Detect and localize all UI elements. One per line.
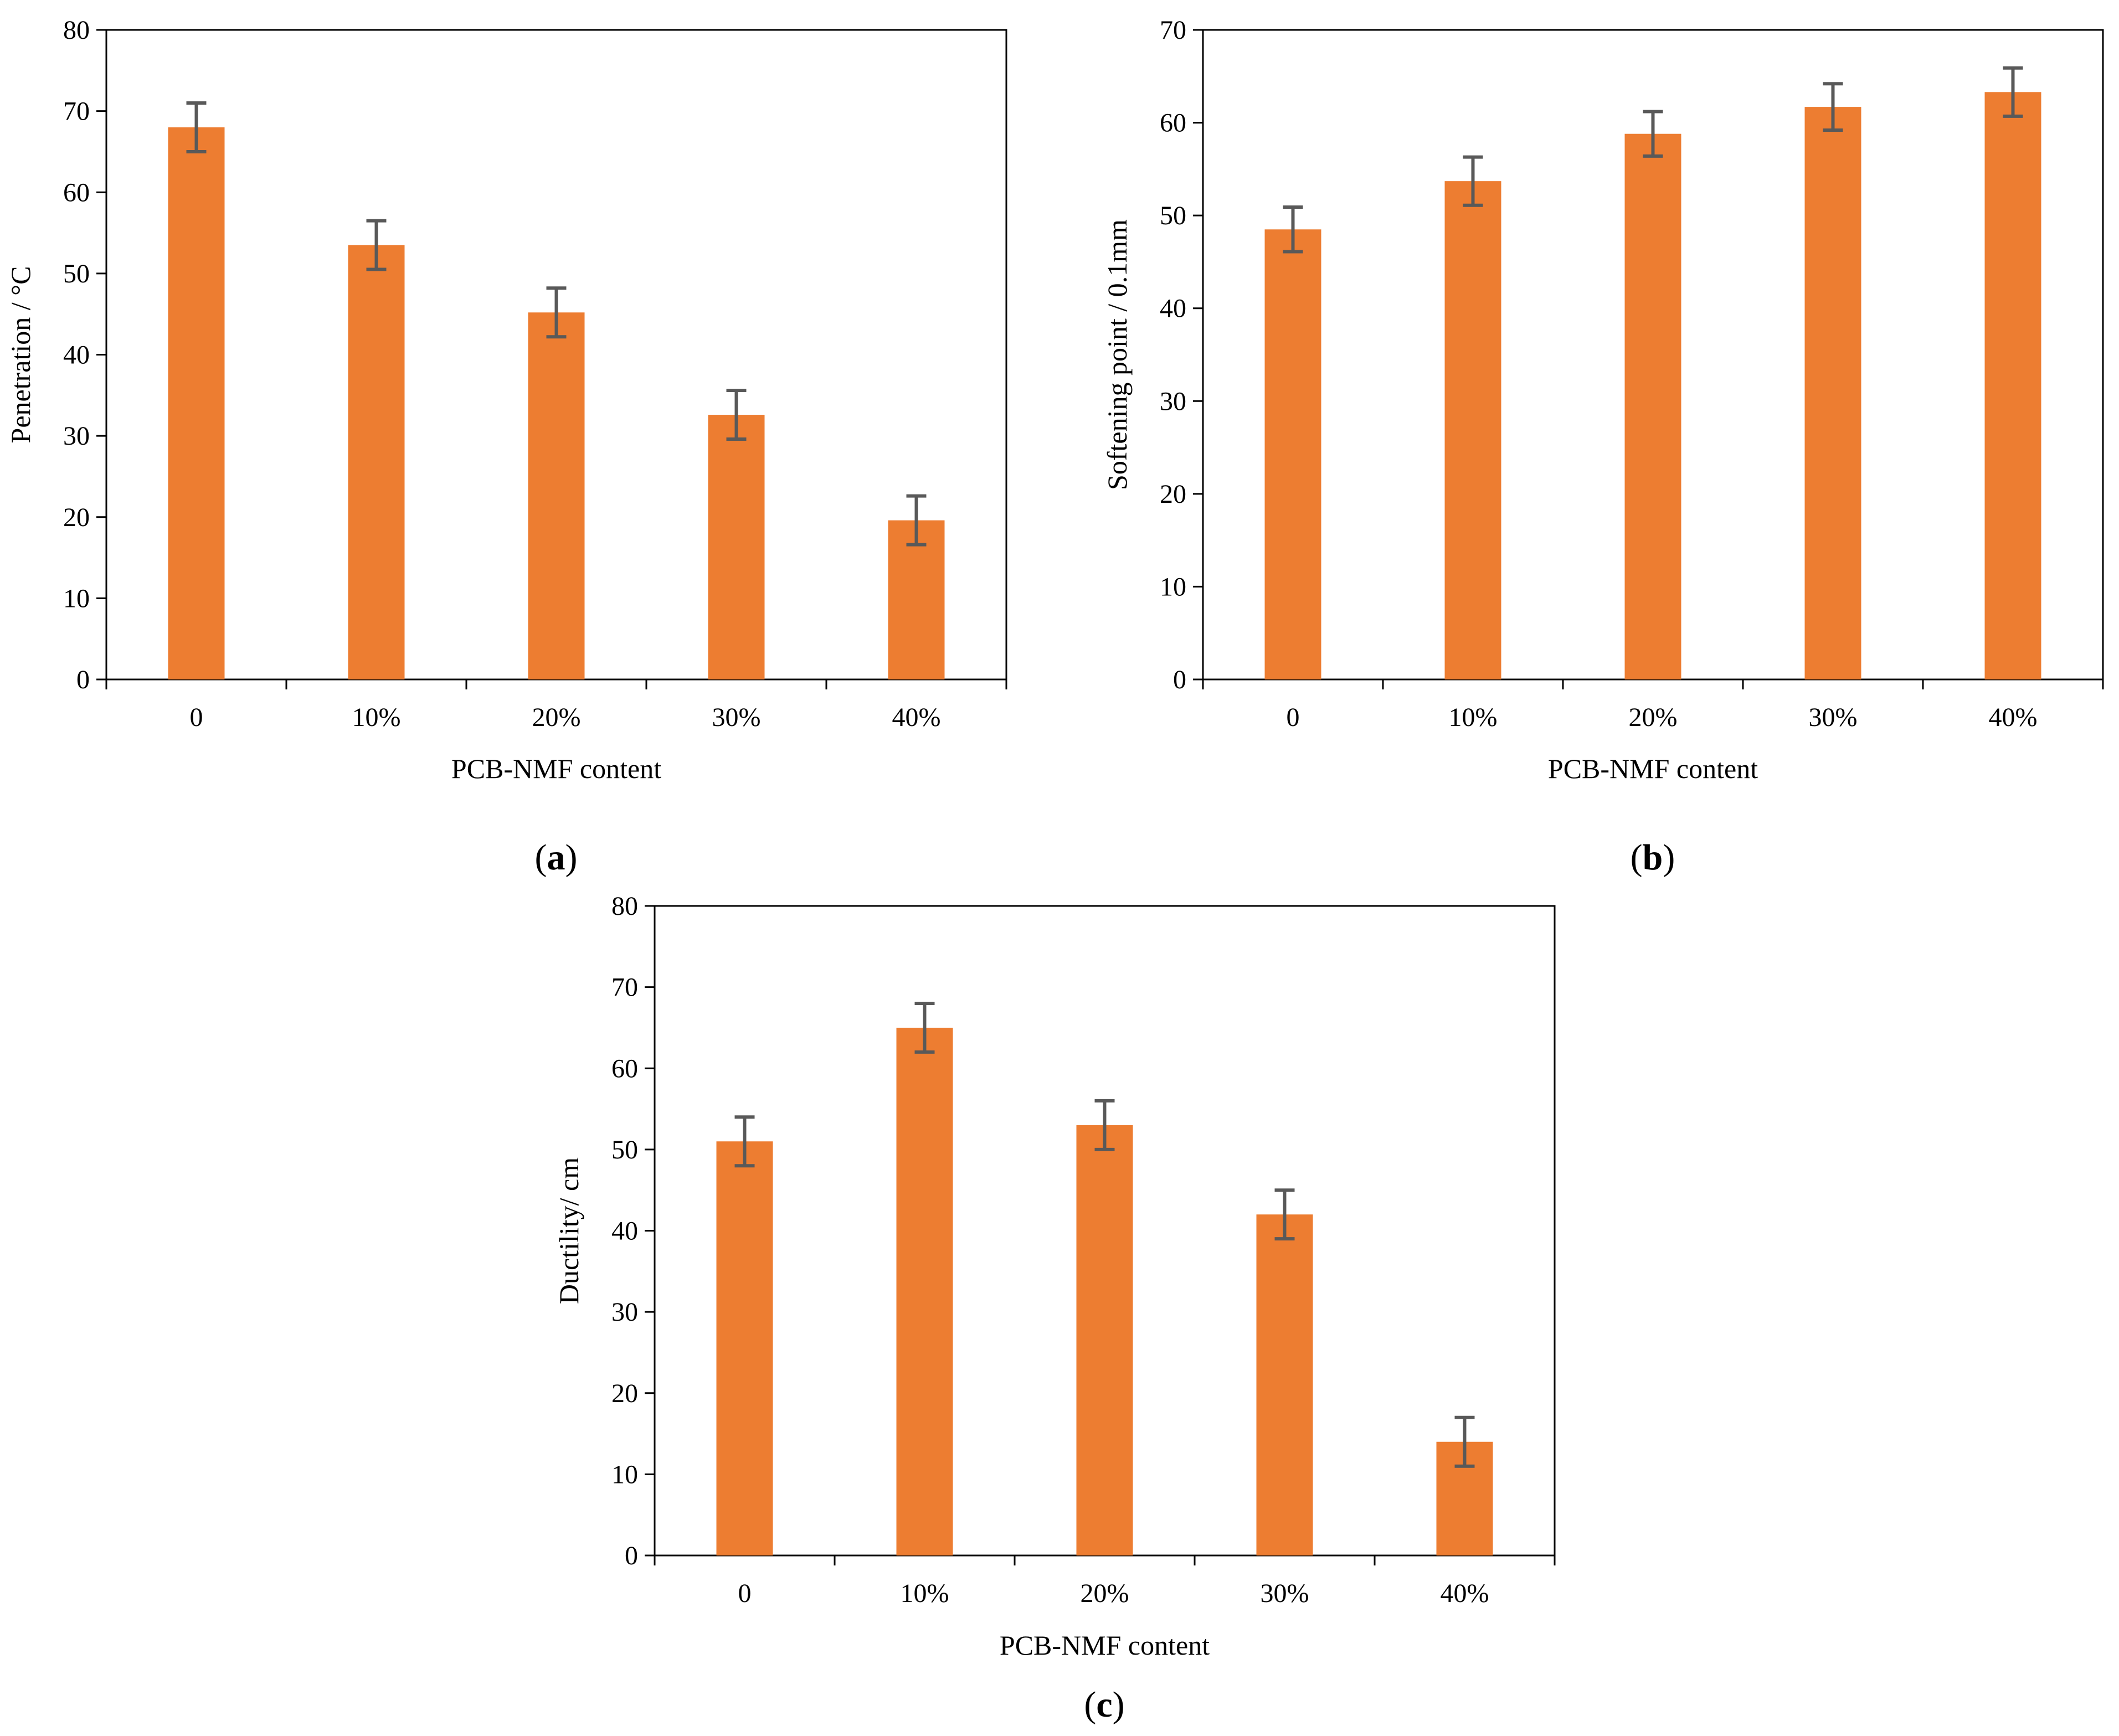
x-axis-title: PCB-NMF content (1000, 1630, 1210, 1661)
y-tick-label: 0 (76, 665, 90, 694)
bar (528, 312, 585, 679)
x-tick-label: 10% (901, 1579, 949, 1608)
y-tick-label: 40 (63, 341, 90, 370)
y-tick-label: 0 (1173, 665, 1186, 694)
bar (888, 520, 945, 679)
x-tick-label: 0 (738, 1579, 752, 1608)
panel-label-close: ) (1663, 837, 1675, 878)
y-tick-label: 30 (63, 421, 90, 451)
y-tick-label: 0 (625, 1541, 638, 1570)
panel-label-letter: a (547, 837, 565, 878)
x-tick-label: 40% (1441, 1579, 1489, 1608)
y-tick-label: 60 (1160, 109, 1186, 138)
panel-label: (c) (1084, 1685, 1124, 1725)
y-tick-label: 20 (1160, 480, 1186, 509)
y-tick-label: 80 (63, 16, 90, 45)
bar (716, 1141, 773, 1555)
y-tick-label: 10 (63, 584, 90, 613)
bar (1264, 229, 1321, 679)
panel-label: (b) (1631, 837, 1675, 878)
x-tick-label: 10% (1449, 703, 1498, 732)
x-tick-label: 0 (1287, 703, 1300, 732)
panel-c: 0 10 20 30 40 50 60 70 80 0 10% 20% 30% 40% PCB-NMF co… (553, 892, 1556, 1725)
panel-label-open: ( (1084, 1685, 1096, 1725)
x-axis-title: PCB-NMF content (451, 753, 661, 784)
y-tick-label: 50 (1160, 201, 1186, 230)
bar (1256, 1214, 1313, 1555)
y-tick-label: 60 (63, 178, 90, 207)
bar (896, 1027, 953, 1555)
x-axis-title: PCB-NMF content (1548, 753, 1758, 784)
bar (708, 415, 765, 679)
x-tick-label: 30% (712, 703, 761, 732)
x-tick-label: 20% (532, 703, 581, 732)
x-tick-label: 10% (352, 703, 401, 732)
bar (348, 245, 405, 679)
y-tick-label: 30 (611, 1297, 638, 1327)
y-tick-label: 40 (1160, 294, 1186, 323)
y-axis-title: Ductility/ cm (553, 1157, 584, 1304)
y-tick-label: 30 (1160, 387, 1186, 416)
y-tick-label: 40 (611, 1217, 638, 1246)
bar (168, 127, 225, 679)
panel-b: 0 10 20 30 40 50 60 70 0 10% 20% 30% 40% PCB-NMF cont… (1102, 16, 2104, 878)
x-tick-label: 0 (190, 703, 203, 732)
panel-label-letter: b (1643, 837, 1663, 878)
y-tick-label: 70 (611, 973, 638, 1002)
y-tick-label: 20 (63, 503, 90, 532)
panel-a: 0 10 20 30 40 50 60 70 80 0 10% 20% 30% 40% PCB-NMF co… (5, 16, 1007, 878)
panel-label-close: ) (565, 837, 578, 878)
y-tick-label: 80 (611, 892, 638, 921)
bar (1804, 107, 1861, 680)
y-tick-label: 70 (63, 97, 90, 126)
x-tick-label: 40% (1989, 703, 2038, 732)
panel-label-letter: c (1096, 1685, 1112, 1725)
x-tick-label: 20% (1081, 1579, 1129, 1608)
y-tick-label: 50 (611, 1135, 638, 1165)
y-tick-label: 10 (611, 1460, 638, 1489)
panel-label-close: ) (1113, 1685, 1125, 1725)
bar (1076, 1125, 1133, 1555)
y-tick-label: 50 (63, 259, 90, 289)
y-axis-title: Softening point / 0.1mm (1102, 219, 1133, 490)
bar (1444, 181, 1501, 679)
y-tick-label: 10 (1160, 572, 1186, 601)
x-tick-label: 30% (1261, 1579, 1309, 1608)
y-tick-label: 70 (1160, 16, 1186, 45)
panel-label: (a) (535, 837, 578, 878)
bar (1984, 92, 2041, 680)
y-axis-title: Penetration / °C (5, 266, 36, 444)
y-tick-label: 20 (611, 1379, 638, 1408)
bar (1624, 133, 1681, 679)
x-tick-label: 20% (1629, 703, 1678, 732)
panel-label-open: ( (1631, 837, 1643, 878)
x-tick-label: 30% (1809, 703, 1858, 732)
panel-label-open: ( (535, 837, 547, 878)
y-tick-label: 60 (611, 1054, 638, 1083)
x-tick-label: 40% (892, 703, 941, 732)
